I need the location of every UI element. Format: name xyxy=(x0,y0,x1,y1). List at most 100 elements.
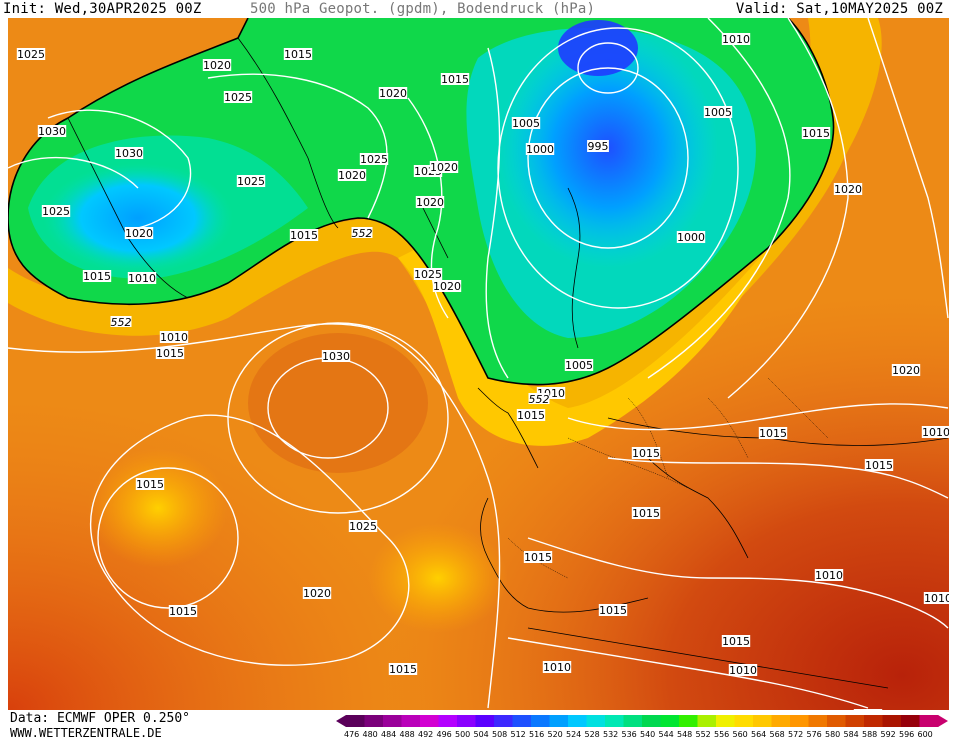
pressure-label-box xyxy=(728,664,758,676)
geopotential-label-box xyxy=(351,227,373,238)
pressure-label: 1015 xyxy=(517,409,545,422)
map-footer: Data: ECMWF OPER 0.250° WWW.WETTERZENTRA… xyxy=(0,710,959,741)
colorbar-tick-label: 512 xyxy=(510,730,526,739)
colorbar-segment xyxy=(346,715,365,727)
colorbar-tick-label: 552 xyxy=(695,730,711,739)
colorbar-segment xyxy=(919,715,939,727)
pressure-label-box xyxy=(801,127,831,139)
colorbar-tick-label: 548 xyxy=(677,730,693,739)
pressure-label-box xyxy=(833,183,863,195)
weather-map[interactable]: 1025 1020 1015 1025 1020 1015 1030 1030 1025 1025… xyxy=(8,18,949,710)
pressure-label-box xyxy=(82,270,112,282)
pressure-label-box xyxy=(388,663,418,675)
pressure-label: 1025 xyxy=(360,153,388,166)
colorbar-segment xyxy=(420,715,439,727)
pressure-label-box xyxy=(159,331,189,343)
pressure-label-box xyxy=(676,231,706,243)
colorbar-tick-label: 556 xyxy=(714,730,730,739)
pressure-label-box xyxy=(758,427,788,439)
map-title: 500 hPa Geopot. (gpdm), Bodendruck (hPa) xyxy=(250,1,596,17)
pressure-label-box xyxy=(236,175,266,187)
website-label: WWW.WETTERZENTRALE.DE xyxy=(10,726,162,740)
geopotential-label-box xyxy=(528,393,550,404)
pressure-label-box xyxy=(135,478,165,490)
geopotential-label: 552 xyxy=(529,393,550,406)
pressure-label-box xyxy=(127,272,157,284)
colorbar-tick-label: 576 xyxy=(806,730,822,739)
colorbar-segment xyxy=(586,715,606,727)
pressure-label: 1025 xyxy=(17,48,45,61)
colorbar-tick-label: 500 xyxy=(455,730,471,739)
pressure-label-box xyxy=(814,569,844,581)
colorbar-tick-label: 580 xyxy=(825,730,841,739)
colorbar-tick-label: 480 xyxy=(362,730,378,739)
pressure-label: 1030 xyxy=(38,125,66,138)
colorbar-tick-label: 528 xyxy=(584,730,600,739)
colorbar-segment xyxy=(383,715,402,727)
pressure-label: 1015 xyxy=(136,478,164,491)
colorbar-segment xyxy=(494,715,513,727)
pressure-label: 1000 xyxy=(677,231,705,244)
pressure-label-box xyxy=(37,125,67,137)
pressure-label: 1015 xyxy=(632,447,660,460)
yellow-band-inner xyxy=(398,248,768,446)
pressure-label: 1025 xyxy=(237,175,265,188)
pressure-label: 1015 xyxy=(290,229,318,242)
pressure-label-box xyxy=(289,229,319,241)
pressure-label-box xyxy=(378,87,408,99)
pressure-label: 1030 xyxy=(322,350,350,363)
colorbar-segment xyxy=(401,715,421,727)
colorbar-tick-label: 596 xyxy=(899,730,915,739)
pressure-label: 1020 xyxy=(430,161,458,174)
pressure-label: 1010 xyxy=(854,709,882,710)
geopotential-labels: 552 552 552 xyxy=(110,227,550,406)
map-canvas[interactable]: 1025 1020 1015 1025 1020 1015 1030 1030 1025 1025… xyxy=(8,18,949,710)
pressure-label: 1020 xyxy=(203,59,231,72)
contour-552 xyxy=(8,18,835,386)
yellow-ridge-atlantic xyxy=(88,448,228,568)
colorbar-tick-label: 600 xyxy=(917,730,933,739)
pressure-label: 1015 xyxy=(802,127,830,140)
colorbar-segment xyxy=(512,715,532,727)
geopotential-label: 552 xyxy=(352,227,373,240)
colorbar-segment xyxy=(623,715,643,727)
pressure-label-box xyxy=(598,604,628,616)
pressure-label: 1010 xyxy=(924,592,949,605)
pressure-label: 1025 xyxy=(224,91,252,104)
pressure-label-box xyxy=(16,48,46,60)
pressure-label-box xyxy=(891,364,921,376)
pressure-label: 1020 xyxy=(834,183,862,196)
pressure-label-box xyxy=(516,409,546,421)
pressure-label: 1010 xyxy=(815,569,843,582)
pressure-label: 1020 xyxy=(303,587,331,600)
colorbar-segment xyxy=(864,715,883,727)
pressure-label: 1010 xyxy=(160,331,188,344)
pressure-label: 995 xyxy=(588,140,609,153)
pressure-label: 1020 xyxy=(125,227,153,240)
colorbar-tick-label: 584 xyxy=(843,730,859,739)
pressure-label: 1025 xyxy=(42,205,70,218)
pressure-label-box xyxy=(413,268,443,280)
pressure-label: 1015 xyxy=(865,459,893,472)
pressure-labels: 1025 1020 1015 1025 1020 1015 1030 1030 1025 1025… xyxy=(16,33,949,710)
colorbar-segment xyxy=(697,715,717,727)
pressure-label: 1015 xyxy=(156,347,184,360)
colorbar-tick-label: 476 xyxy=(344,730,360,739)
pressure-label-box xyxy=(440,73,470,85)
colorbar-tick-label: 516 xyxy=(529,730,545,739)
pressure-label-box xyxy=(921,426,949,438)
colorbar-segment xyxy=(660,715,680,727)
init-time-label: Init: Wed,30APR2025 00Z xyxy=(3,1,202,17)
pressure-label: 1020 xyxy=(433,280,461,293)
pressure-label: 1010 xyxy=(128,272,156,285)
colorbar-tick-label: 532 xyxy=(603,730,619,739)
pressure-label: 1015 xyxy=(389,663,417,676)
pressure-label: 1010 xyxy=(543,661,571,674)
colorbar-tick-label: 560 xyxy=(732,730,748,739)
colorbar-tick-label: 572 xyxy=(788,730,804,739)
pressure-label-box xyxy=(321,350,351,362)
colorbar-tick-label: 536 xyxy=(621,730,637,739)
pressure-label: 1020 xyxy=(379,87,407,100)
pressure-label-box xyxy=(923,592,949,604)
colorbar-segment xyxy=(438,715,458,727)
